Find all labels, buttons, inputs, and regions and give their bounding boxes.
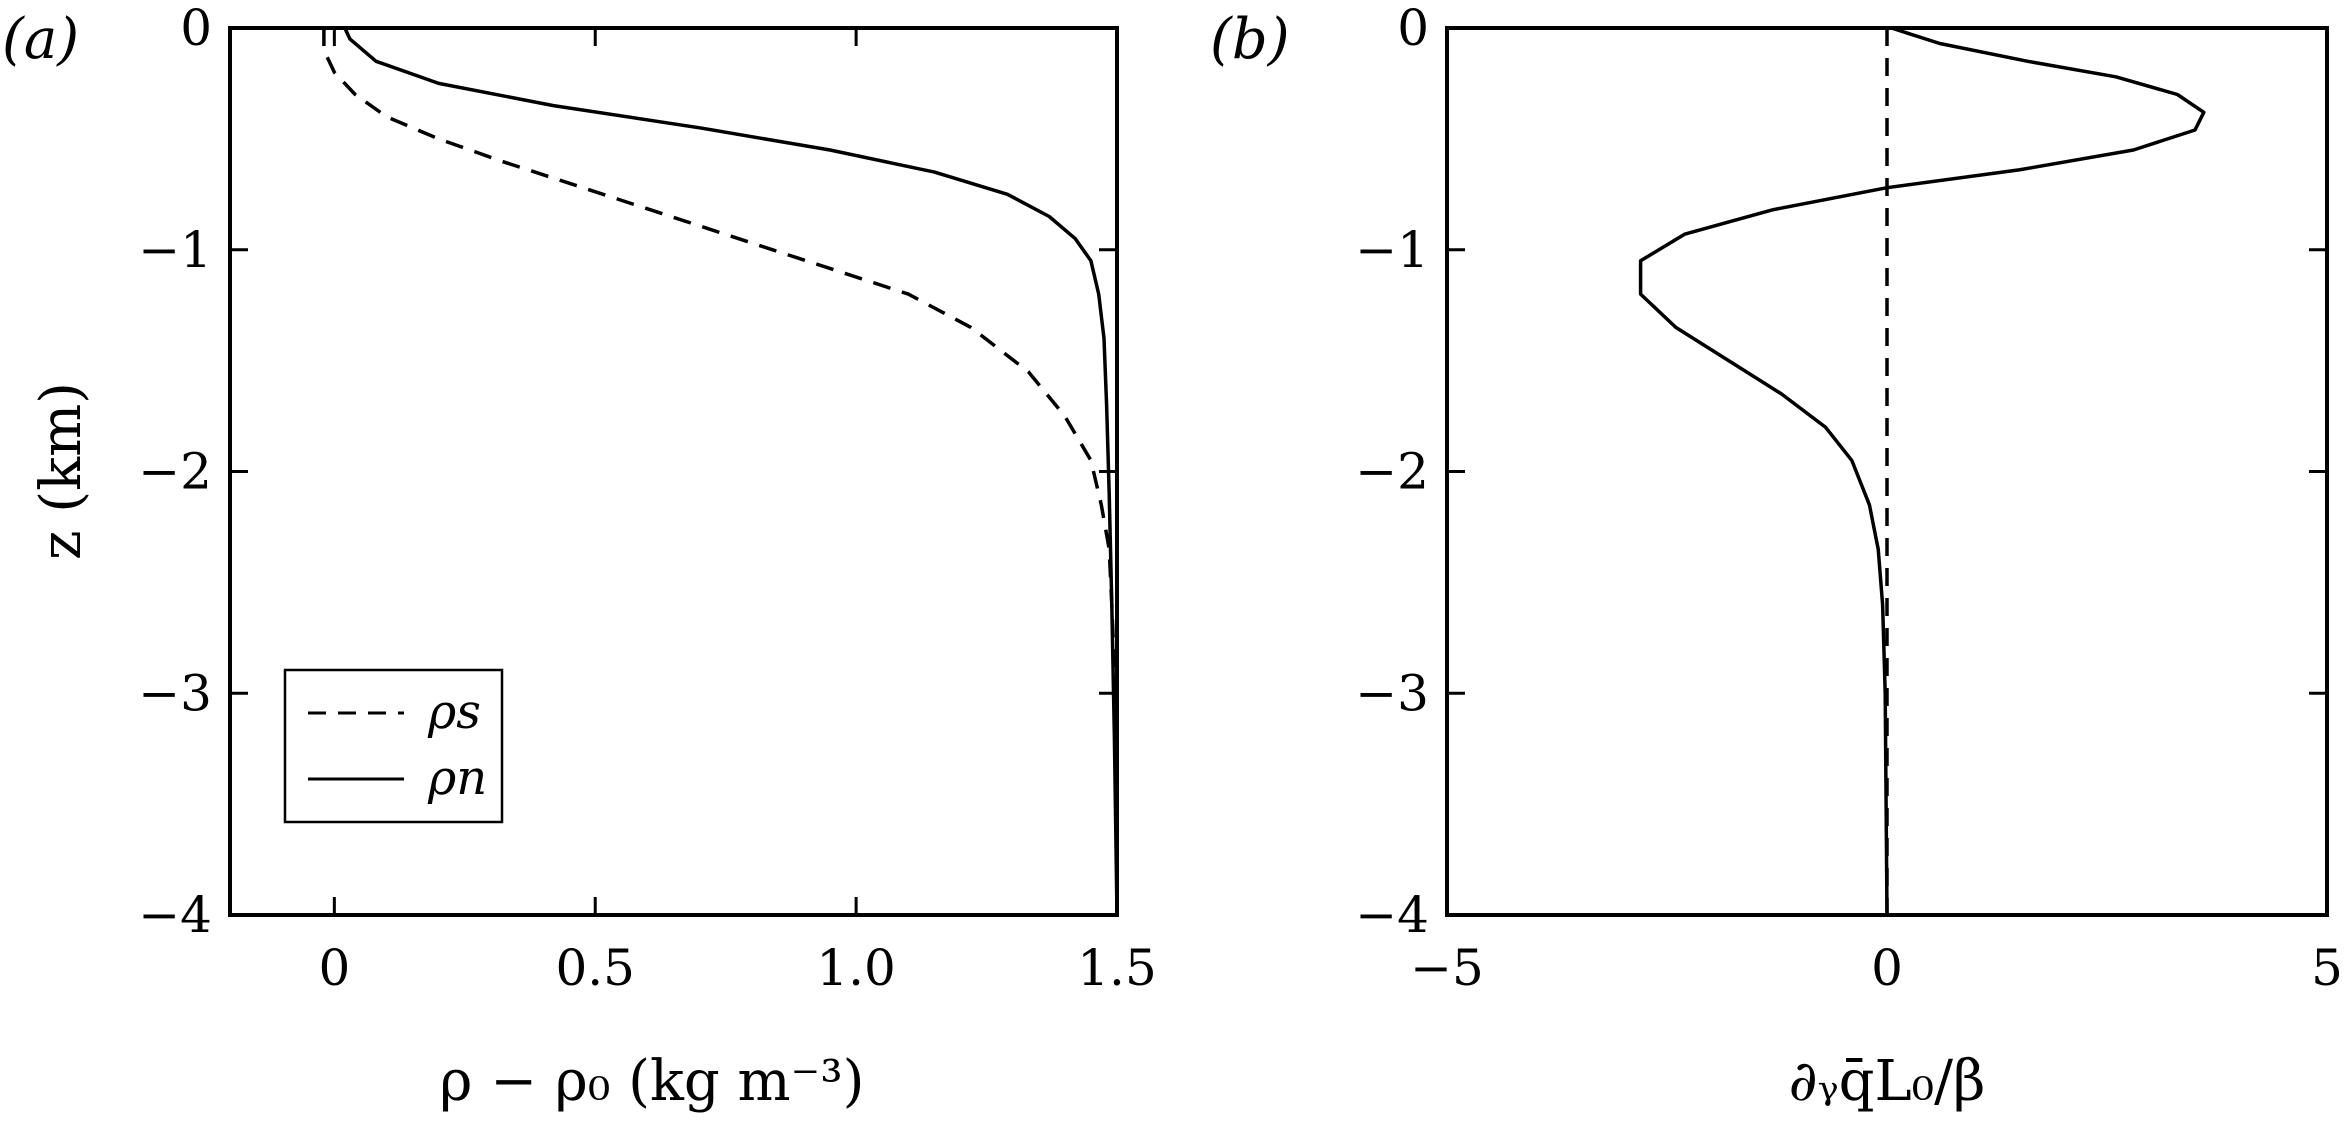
panel-b-y-tick-label: −4 (1355, 886, 1429, 944)
panel-b-y-tick-label: −3 (1355, 664, 1429, 722)
panel-a-x-tick-label: 0.5 (555, 939, 635, 997)
panel-b-series (1638, 26, 2206, 917)
legend: ρs ρn (283, 668, 504, 824)
panel-b-x-tick-label: 0 (1871, 939, 1903, 997)
legend-box (283, 668, 504, 824)
panel-a-frame (228, 26, 1119, 917)
legend-label-rho-n: ρn (427, 750, 487, 806)
panel-a-x-tick-label: 1.5 (1077, 939, 1157, 997)
panel-a-ticks: 0 −1 −2 −3 −4 0 0.5 1.0 1.5 (138, 0, 1156, 997)
panel-a-x-axis-title: ρ − ρ₀ (kg m⁻³) (439, 1049, 864, 1114)
panel-a-y-tick-label: −1 (138, 221, 212, 279)
panel-a-series-solid-1 (343, 26, 1119, 917)
panel-b-label: (b) (1210, 7, 1290, 72)
panel-b-x-axis-title: ∂ᵧq̄L₀/β (1789, 1049, 1986, 1114)
panel-a-y-tick-label: −4 (138, 886, 212, 944)
panel-a-x-tick-label: 0 (318, 939, 350, 997)
panel-b: (b) 0 −1 −2 −3 −4−5 0 5 ∂ᵧq̄L₀/β (1210, 0, 2343, 1114)
panel-b-frame (1445, 26, 2329, 917)
panel-a-series (322, 26, 1119, 917)
panel-a-y-tick-label: 0 (180, 0, 212, 57)
panel-b-ticks: 0 −1 −2 −3 −4−5 0 5 (1355, 0, 2343, 997)
panel-b-x-tick-label: 5 (2311, 939, 2343, 997)
panel-a-y-tick-label: −2 (138, 443, 212, 501)
panel-b-y-tick-label: −1 (1355, 221, 1429, 279)
panel-b-y-tick-label: −2 (1355, 443, 1429, 501)
panel-b-x-tick-label: −5 (1410, 939, 1484, 997)
panel-b-series-solid-line-0 (1638, 26, 2206, 917)
panel-b-y-tick-label: 0 (1397, 0, 1429, 57)
legend-label-rho-s: ρs (427, 684, 481, 740)
panel-a-label: (a) (2, 7, 79, 72)
panel-a: (a) 0−1−2−3−40 0.5 1.0 1.5 ρ − ρ₀ (kg m⁻³) … (2, 0, 1157, 1114)
panel-a-y-tick-label: −3 (138, 664, 212, 722)
panel-a-y-axis-title: z (km) (29, 382, 94, 560)
panel-a-x-tick-label: 1.0 (816, 939, 896, 997)
